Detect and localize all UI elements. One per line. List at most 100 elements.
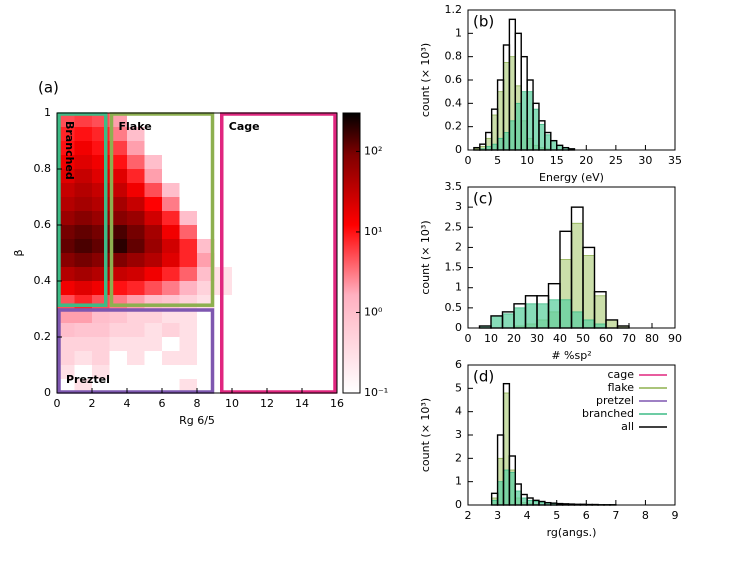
heatmap-cell [127,183,145,197]
y-tick-label: 0.5 [445,301,463,314]
x-tick-label: 8 [642,509,649,522]
heatmap-cell [109,113,127,127]
x-tick-label: 8 [194,397,201,410]
heatmap-cell [127,141,145,155]
histogram-bar [526,91,534,151]
heatmap-cell [109,323,127,337]
histogram-bar [548,299,561,329]
heatmap-cell [57,309,75,323]
y-tick-label: 1 [44,106,51,119]
heatmap-cell [179,351,197,365]
heatmap-cell [74,379,92,393]
y-tick-label: 0.2 [445,120,463,133]
heatmap-cell [197,253,215,267]
heatmap-cell [57,211,75,225]
histogram-bar [550,140,558,151]
histogram-bar [526,499,534,506]
legend-label: branched [582,407,634,420]
axes-frame [467,186,676,329]
heatmap-cell [179,309,197,323]
x-tick-label: 50 [576,332,590,345]
heatmap-cell [144,155,162,169]
histogram-bar [520,91,528,151]
heatmap-cell [179,211,197,225]
heatmap-cell [57,267,75,281]
heatmap-cell [74,225,92,239]
x-tick-label: 20 [507,332,521,345]
panel-label: (c) [473,190,493,208]
histogram-bar [532,108,540,151]
heatmap-cell [74,267,92,281]
heatmap-cell [57,141,75,155]
heatmap-cell [127,155,145,169]
x-tick-label: 9 [672,509,679,522]
y-tick-label: 6 [455,358,462,371]
heatmap-cell [74,183,92,197]
plot-area [473,18,576,151]
heatmap-cell [127,337,145,351]
x-tick-label: 70 [622,332,636,345]
heatmap-cell [127,169,145,183]
heatmap-cell [109,211,127,225]
colorbar-tick-label: 10⁻¹ [364,386,388,399]
y-tick-label: 0 [44,386,51,399]
x-tick-label: 10 [484,332,498,345]
y-tick-label: 0.4 [445,96,463,109]
histogram-bar [491,143,498,151]
y-axis-label: count (× 10³) [419,220,432,294]
heatmap-cell [197,281,215,295]
histogram-bar [525,303,538,329]
heatmap-cell [74,281,92,295]
heatmap-cell [74,211,92,225]
heatmap-cell [127,323,145,337]
heatmap-cell [162,225,180,239]
histogram-bar [497,137,504,151]
heatmap-cell [57,351,75,365]
heatmap-cell [57,239,75,253]
y-axis-label: count (× 10³) [419,398,432,472]
heatmap-cell [109,281,127,295]
heatmap-cell [144,267,162,281]
heatmap-cell [74,309,92,323]
heatmap-cell [179,239,197,253]
heatmap-cell [109,253,127,267]
panel: 0 10 20 30 40 50 60 70 80 90 0 0.5 1 1.5 2 2.5 3 3.5 # %sp… [419,180,682,362]
y-axis-label: count (× 10³) [419,43,432,117]
x-tick-label: 25 [609,154,623,167]
y-tick-label: 0 [455,321,462,334]
heatmap-cell [197,267,215,281]
y-tick-label: 1.2 [445,3,463,16]
heatmap-cell [109,225,127,239]
heatmap-cell [92,323,110,337]
histogram-bar [582,319,595,329]
heatmap-cell [109,183,127,197]
heatmap-cell [57,113,75,127]
x-tick-label: 2 [465,509,472,522]
panel: 0 5 10 15 20 25 30 35 0 0.2 0.4 0.6 0.8 1 1.2 Energy (e… [419,3,682,184]
x-axis-label: Rg 6/5 [179,414,215,427]
heatmap-cell [109,141,127,155]
region-box [109,112,215,307]
heatmap-cell [127,281,145,295]
heatmap-cell [74,323,92,337]
heatmap-cell [74,127,92,141]
histogram-bar [605,319,618,329]
x-tick-label: 16 [330,397,344,410]
heatmap-cell [127,267,145,281]
heatmap-cell [57,127,75,141]
heatmap-cell [144,225,162,239]
heatmap-cell [57,197,75,211]
heatmap-cell [57,183,75,197]
histogram-bar [503,132,510,151]
histogram-bar [582,255,595,329]
x-axis-label: # %sp² [551,349,591,362]
heatmap-cell [179,281,197,295]
region-box [220,112,337,394]
heatmap-cell [109,127,127,141]
heatmap-cell [109,337,127,351]
heatmap-cell [179,253,197,267]
colorbar-tick-label: 10⁰ [364,305,383,318]
heatmap-cell [162,211,180,225]
